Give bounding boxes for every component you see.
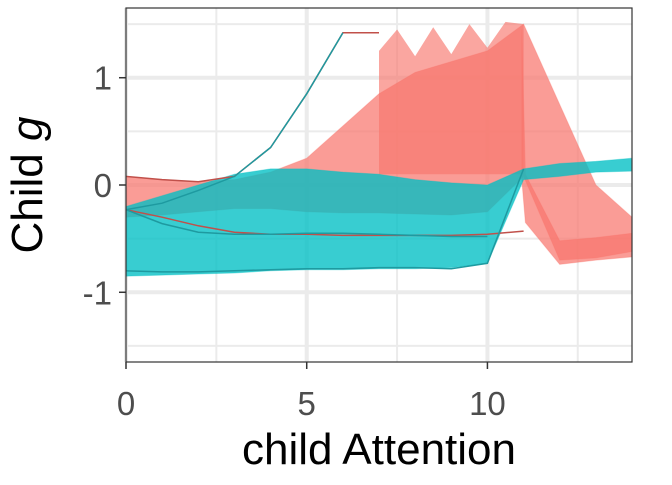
x-axis: 0 5 10 [117, 362, 506, 422]
x-tick-label: 5 [298, 385, 316, 422]
y-axis-title: Child g [3, 116, 52, 254]
teal-trajectory-line [125, 168, 525, 273]
red-trajectory-line [125, 208, 524, 237]
y-axis: -1 0 1 [83, 60, 126, 311]
data-bands [125, 21, 633, 277]
data-lines [125, 31, 525, 273]
y-axis-title-symbol: g [3, 116, 52, 141]
y-tick-label: -1 [83, 274, 112, 311]
teal-trajectory-line [125, 32, 344, 211]
x-tick-label: 0 [117, 385, 135, 422]
y-tick-label: 1 [94, 60, 112, 97]
teal-trajectory-line [125, 209, 488, 238]
y-tick-label: 0 [94, 167, 112, 204]
x-tick-label: 10 [469, 385, 506, 422]
y-axis-title-prefix: Child [3, 141, 52, 254]
red-trajectory-spikes [379, 21, 524, 175]
x-axis-title: child Attention [242, 425, 516, 474]
